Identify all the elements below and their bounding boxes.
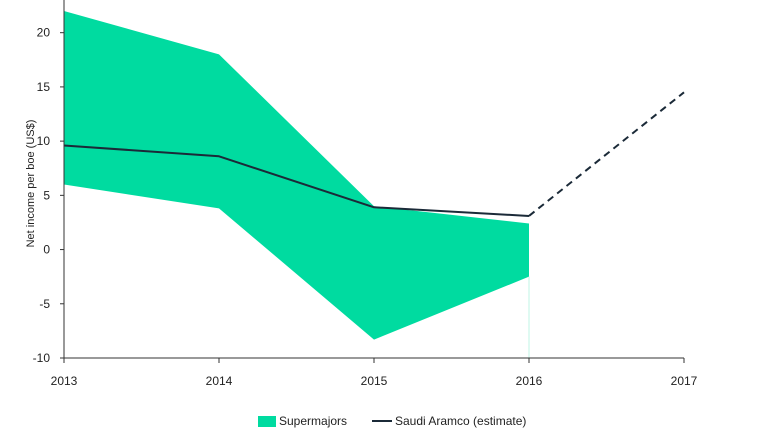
x-tick-label: 2016 [516, 374, 543, 388]
plot-area [63, 11, 685, 358]
x-ticks: 2013 2014 2015 2016 2017 [51, 358, 698, 388]
y-tick-label: 5 [43, 188, 50, 202]
y-axis-title: Net income per boe (US$) [25, 120, 37, 248]
y-ticks: -10 -5 0 5 10 15 20 [33, 26, 64, 365]
saudi-aramco-line [63, 144, 530, 217]
y-tick-label: -5 [39, 297, 50, 311]
y-tick-label: 10 [37, 134, 51, 148]
legend-label-saudi-aramco: Saudi Aramco (estimate) [395, 414, 526, 428]
legend-label-supermajors: Supermajors [279, 414, 347, 428]
y-tick-label: -10 [33, 351, 51, 365]
x-tick-label: 2014 [206, 374, 233, 388]
saudi-aramco-projection-line [528, 91, 685, 217]
y-tick-label: 0 [43, 243, 50, 257]
legend: Supermajors Saudi Aramco (estimate) [258, 414, 526, 428]
legend-swatch-supermajors [258, 416, 276, 427]
x-tick-label: 2015 [361, 374, 388, 388]
supermajors-band [64, 11, 529, 340]
y-tick-label: 20 [37, 26, 51, 40]
x-tick-label: 2017 [671, 374, 698, 388]
x-tick-label: 2013 [51, 374, 78, 388]
y-tick-label: 15 [37, 80, 51, 94]
